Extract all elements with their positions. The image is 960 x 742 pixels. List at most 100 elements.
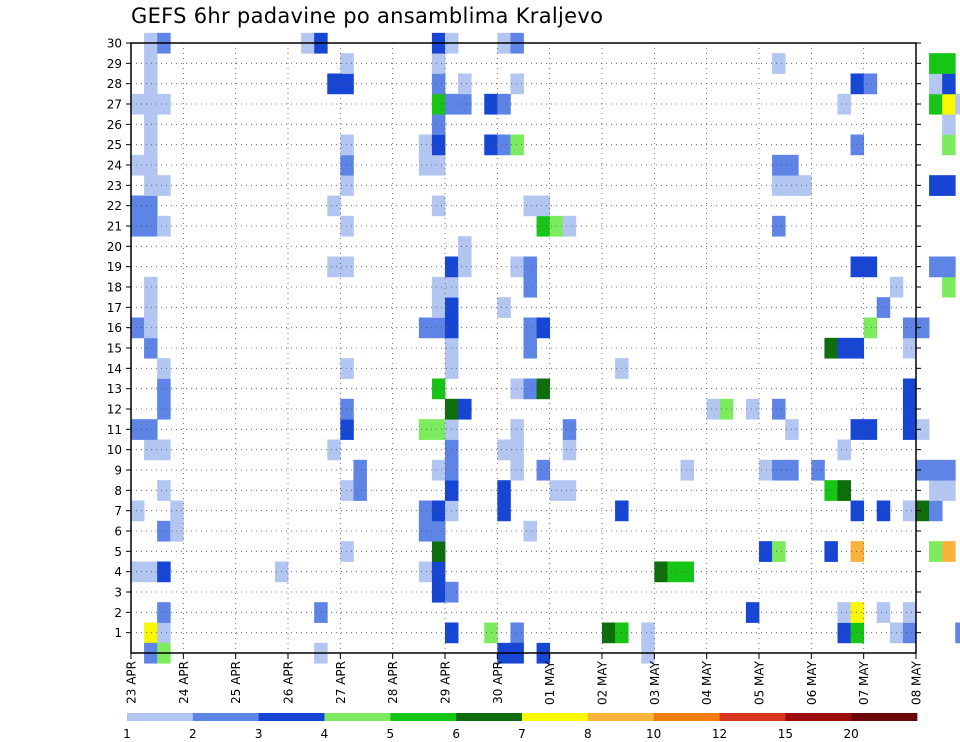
colorbar-tick-label: 5 [387, 727, 395, 741]
heatmap-cell [916, 317, 930, 339]
y-tick-label: 22 [107, 199, 122, 213]
heatmap-cell [497, 134, 511, 156]
y-tick-label: 3 [114, 586, 122, 600]
heatmap-cell [562, 419, 577, 440]
heatmap-cell [523, 520, 537, 542]
y-tick-label: 13 [107, 382, 122, 396]
heatmap-cell [144, 114, 158, 135]
heatmap-cell [431, 93, 446, 115]
heatmap-cell [929, 53, 943, 74]
heatmap-cell [850, 602, 865, 623]
heatmap-cell [772, 459, 786, 481]
heatmap-cell [327, 73, 341, 95]
heatmap-cell [942, 175, 956, 196]
heatmap-cell [837, 602, 851, 623]
heatmap-cell [157, 93, 171, 115]
heatmap-cell [418, 317, 433, 339]
heatmap-cell [131, 93, 145, 115]
heatmap-cell [431, 459, 446, 481]
y-tick-label: 7 [114, 504, 122, 518]
heatmap-cell [510, 256, 524, 278]
heatmap-cell [418, 500, 433, 522]
heatmap-cell [510, 378, 524, 400]
heatmap-cell [536, 459, 551, 481]
heatmap-cell [798, 175, 812, 196]
heatmap-cell [863, 419, 878, 440]
heatmap-cell [340, 215, 354, 237]
heatmap-cell [340, 398, 354, 420]
heatmap-cell [759, 459, 773, 481]
colorbar-swatch [192, 713, 260, 721]
heatmap-cell [706, 398, 721, 420]
y-tick-label: 18 [107, 281, 122, 295]
y-tick-label: 4 [114, 565, 122, 579]
heatmap-cell [772, 398, 786, 420]
heatmap-cell [510, 419, 524, 440]
colorbar-swatch [719, 713, 786, 721]
heatmap-cell [562, 215, 577, 237]
y-tick-label: 12 [107, 403, 122, 417]
heatmap-cell [144, 297, 158, 318]
heatmap-cell [942, 276, 956, 298]
heatmap-cell [418, 561, 433, 583]
heatmap-cell [850, 419, 865, 440]
colorbar-swatch [522, 713, 589, 721]
heatmap-cell [942, 53, 956, 74]
heatmap-cell [902, 602, 917, 623]
heatmap-cell [510, 622, 524, 644]
heatmap-cell [863, 73, 878, 95]
heatmap-cell [340, 256, 354, 278]
heatmap-cell [772, 175, 786, 196]
heatmap-cell [157, 398, 171, 420]
heatmap-cell [144, 419, 158, 440]
heatmap-cell [157, 439, 171, 461]
heatmap-cell [431, 520, 446, 542]
heatmap-cell [144, 439, 158, 461]
heatmap-cell [772, 154, 786, 176]
y-tick-label: 23 [107, 179, 122, 193]
colorbar-tick-label: 1 [123, 727, 131, 741]
heatmap-cell [431, 276, 446, 298]
heatmap-cell [484, 134, 498, 156]
heatmap-cell [484, 93, 498, 115]
x-tick-label: 07 MAY [857, 660, 871, 705]
colorbar-swatch [785, 713, 852, 721]
heatmap-cell [131, 154, 145, 176]
heatmap-cell [431, 73, 446, 95]
heatmap-cell [131, 195, 145, 217]
heatmap-cell [929, 175, 943, 196]
heatmap-cell [497, 297, 511, 318]
colorbar-tick-label: 10 [646, 727, 661, 741]
heatmap-cell [340, 134, 354, 156]
heatmap-cell [418, 134, 433, 156]
x-tick-label: 03 MAY [648, 660, 662, 705]
heatmap-cell [431, 581, 446, 603]
heatmap-cell [144, 175, 158, 196]
heatmap-cell [837, 622, 851, 644]
heatmap-cell [131, 419, 145, 440]
heatmap-cell [562, 480, 577, 501]
heatmap-cell [131, 317, 145, 339]
y-tick-label: 8 [114, 484, 122, 498]
heatmap-cell [929, 459, 943, 481]
heatmap-cell [458, 256, 472, 278]
x-tick-label: 23 APR [125, 661, 139, 704]
heatmap-cell [144, 93, 158, 115]
colorbar-swatch [851, 713, 918, 721]
heatmap-cell [523, 337, 537, 359]
heatmap-cell [510, 459, 524, 481]
x-axis: 23 APR 24 APR 25 APR 26 APR 27 APR 28 APR 29 A… [125, 653, 924, 705]
heatmap-cell [144, 215, 158, 237]
heatmap-cell [340, 480, 354, 501]
heatmap-cell [431, 561, 446, 583]
colorbar-tick-label: 3 [255, 727, 263, 741]
heatmap-cell [837, 480, 851, 501]
heatmap-cell [131, 215, 145, 237]
heatmap-cell [458, 398, 472, 420]
heatmap-cell [340, 419, 354, 440]
heatmap-cell [144, 276, 158, 298]
heatmap-cell [497, 500, 511, 522]
colorbar-swatch [324, 713, 391, 721]
heatmap-cell [837, 439, 851, 461]
